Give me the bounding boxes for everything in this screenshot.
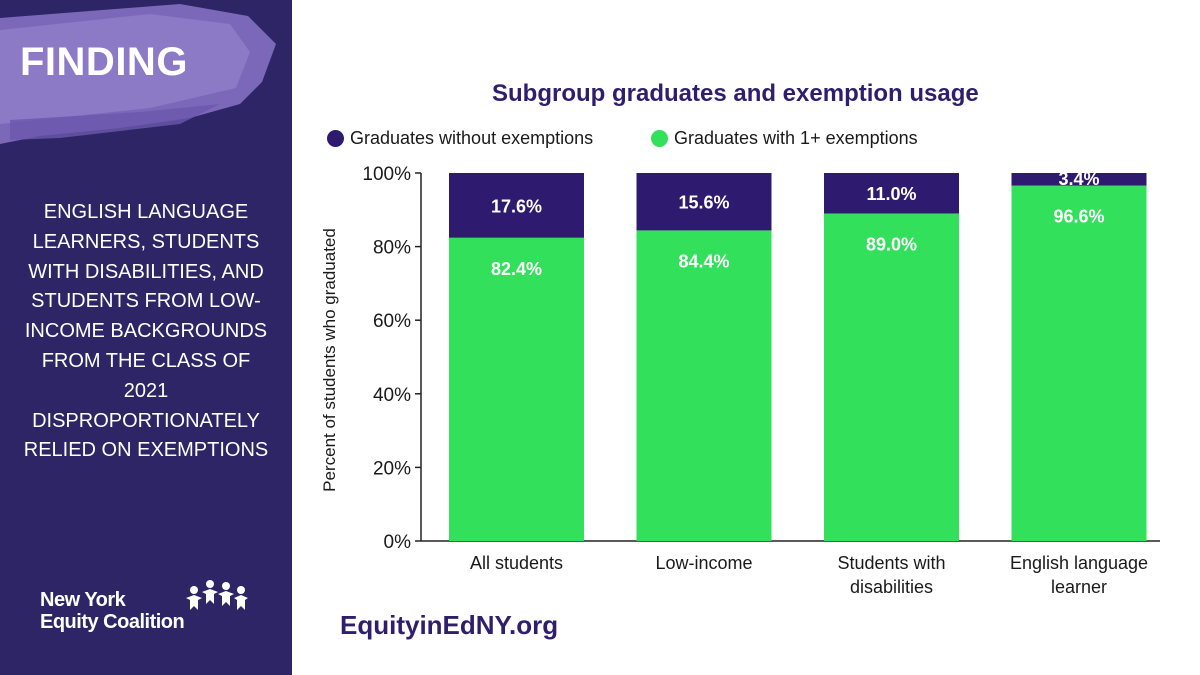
chart-title: Subgroup graduates and exemption usage [492, 80, 979, 107]
bar-with-exemptions [636, 230, 772, 541]
x-category-label: All students [470, 553, 563, 573]
y-tick-label: 40% [373, 385, 411, 406]
legend-swatch-green [651, 129, 668, 147]
bar-with-exemptions [449, 237, 584, 541]
bar-with-exemptions [824, 213, 959, 542]
y-tick-label: 0% [384, 532, 412, 553]
bar-without-exemptions [1011, 173, 1147, 186]
data-label-with-exemptions: 89.0% [866, 234, 917, 254]
y-tick-label: 60% [373, 311, 411, 332]
people-icon [186, 580, 248, 610]
data-label-without-exemptions: 15.6% [678, 193, 729, 213]
x-category-label: Low-income [655, 553, 752, 573]
y-tick-label: 20% [373, 458, 411, 479]
legend-item-with-exemptions: Graduates with 1+ exemptions [651, 126, 918, 150]
logo-text-line2: Equity Coalition [40, 611, 185, 633]
data-label-with-exemptions: 82.4% [491, 259, 542, 279]
data-label-without-exemptions: 3.4% [1058, 169, 1099, 189]
y-tick-label: 100% [362, 164, 411, 185]
data-label-without-exemptions: 11.0% [866, 184, 916, 204]
bar-with-exemptions [1011, 185, 1147, 541]
finding-statement: ENGLISH LANGUAGE LEARNERS, STUDENTS WITH… [23, 201, 269, 462]
legend-label: Graduates with 1+ exemptions [674, 127, 918, 148]
data-label-with-exemptions: 84.4% [678, 251, 729, 271]
brush-stroke-decoration [0, 4, 276, 144]
y-tick-label: 80% [373, 238, 411, 259]
bar-without-exemptions [824, 173, 959, 214]
logo-text-line1: New York [40, 589, 126, 611]
x-category-label: English language [1010, 553, 1148, 573]
y-axis-label: Percent of students who graduated [320, 228, 339, 492]
legend-swatch-dark [327, 129, 344, 147]
bar-without-exemptions [449, 173, 584, 238]
finding-label: FINDING [20, 40, 188, 84]
data-label-without-exemptions: 17.6% [491, 196, 542, 216]
new-york-equity-coalition-logo: New York Equity Coalition [40, 578, 250, 638]
legend-item-without-exemptions: Graduates without exemptions [327, 126, 593, 150]
x-category-label: disabilities [850, 577, 933, 597]
x-category-label: learner [1051, 577, 1107, 597]
x-category-label: Students with [837, 553, 945, 573]
bar-without-exemptions [636, 173, 772, 231]
data-label-with-exemptions: 96.6% [1053, 207, 1104, 227]
sidebar-panel: FINDING ENGLISH LANGUAGE LEARNERS, STUDE… [0, 0, 292, 675]
website-link[interactable]: EquityinEdNY.org [340, 610, 559, 640]
legend-label: Graduates without exemptions [350, 127, 594, 148]
